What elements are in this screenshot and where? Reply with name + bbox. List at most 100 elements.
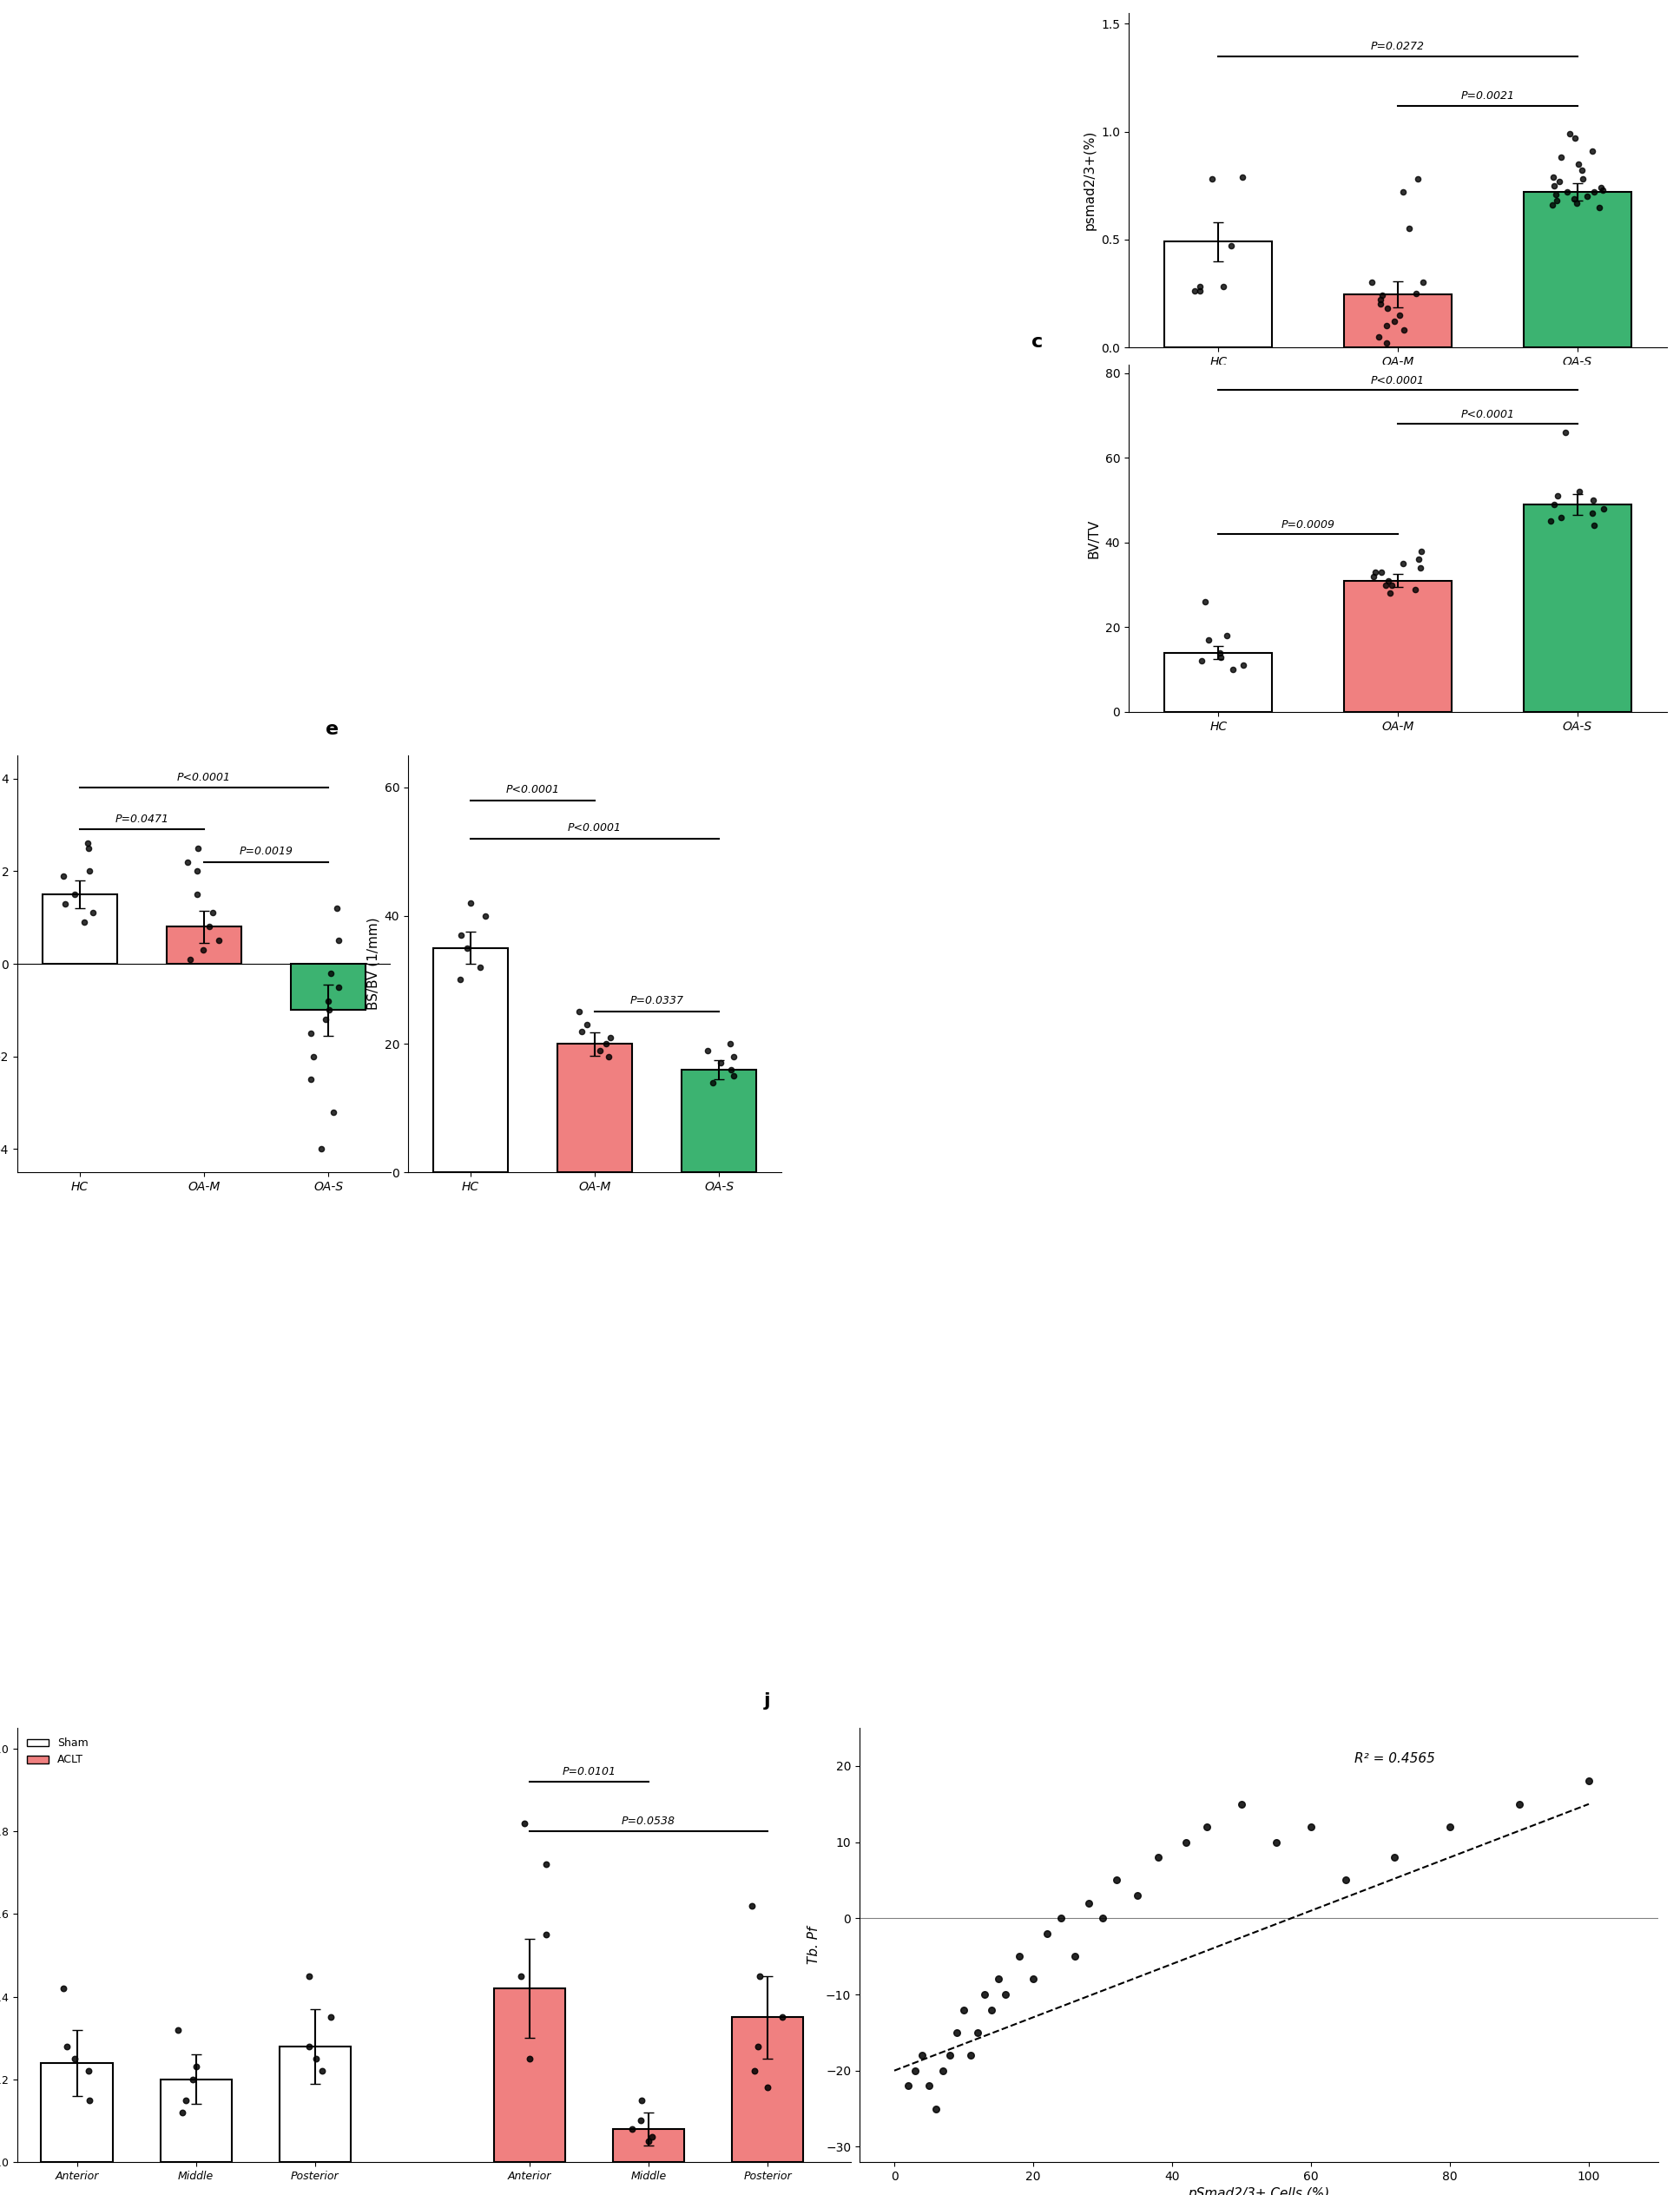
Point	[1552, 415, 1579, 450]
Point	[76, 2055, 102, 2090]
Point	[74, 830, 101, 865]
Point	[1369, 279, 1396, 314]
Point	[1564, 147, 1591, 182]
Point	[618, 2112, 645, 2147]
Point	[79, 896, 106, 931]
Point	[472, 898, 499, 933]
Point	[1589, 173, 1616, 209]
Y-axis label: psmad2/3+(%): psmad2/3+(%)	[1084, 130, 1097, 230]
Text: P=0.0009: P=0.0009	[1282, 520, 1336, 531]
Point	[1554, 173, 1581, 209]
Point	[1586, 189, 1613, 224]
Point	[984, 1962, 1011, 1997]
Point	[323, 891, 349, 926]
Bar	[42, 2063, 113, 2162]
Point	[180, 2061, 207, 2096]
Point	[1368, 283, 1394, 318]
Point	[318, 2000, 344, 2035]
Point	[307, 1130, 334, 1166]
Point	[1408, 533, 1435, 569]
Point	[54, 2028, 81, 2063]
Point	[1263, 1824, 1290, 1859]
Point	[197, 909, 223, 944]
Y-axis label: Tb. Pf: Tb. Pf	[808, 1925, 822, 1965]
Point	[1579, 134, 1606, 169]
Point	[185, 830, 212, 865]
Y-axis label: BS/BV (1/mm): BS/BV (1/mm)	[366, 918, 380, 1010]
Point	[1564, 184, 1591, 220]
Point	[1208, 639, 1235, 674]
Point	[922, 2092, 949, 2127]
Point	[1124, 1879, 1151, 1914]
Point	[1048, 1901, 1075, 1936]
Y-axis label: BV/TV: BV/TV	[1087, 518, 1100, 558]
Point	[1089, 1901, 1116, 1936]
Point	[1436, 1809, 1463, 1844]
Text: e: e	[326, 720, 339, 738]
Text: P<0.0001: P<0.0001	[1371, 375, 1425, 386]
Point	[721, 1058, 748, 1093]
Point	[1186, 270, 1213, 305]
Point	[1381, 303, 1408, 338]
Point	[176, 942, 203, 977]
Point	[699, 1065, 726, 1100]
Point	[717, 1027, 744, 1062]
Point	[1368, 288, 1394, 323]
Point	[1220, 652, 1247, 687]
Text: P=0.0021: P=0.0021	[1460, 90, 1514, 101]
Point	[71, 904, 97, 939]
Point	[1408, 551, 1435, 586]
Bar	[1524, 191, 1631, 347]
Point	[1210, 270, 1236, 305]
Point	[297, 1062, 324, 1098]
Point	[454, 931, 480, 966]
Bar	[494, 1989, 564, 2162]
Text: P<0.0001: P<0.0001	[506, 784, 559, 795]
Point	[738, 1888, 764, 1923]
Point	[1404, 162, 1431, 198]
Point	[324, 924, 351, 959]
Point	[1006, 1938, 1033, 1973]
Point	[1368, 555, 1394, 590]
Point	[638, 2120, 665, 2155]
Point	[1547, 500, 1574, 536]
Point	[1206, 634, 1233, 669]
Text: P=0.0538: P=0.0538	[622, 1815, 675, 1826]
Point	[165, 2013, 192, 2048]
Point	[1230, 160, 1257, 195]
Text: R² = 0.4565: R² = 0.4565	[1354, 1752, 1435, 1765]
Point	[1359, 266, 1386, 301]
Point	[52, 887, 79, 922]
Point	[467, 950, 494, 986]
Point	[1588, 171, 1614, 206]
Point	[76, 2083, 102, 2118]
Bar	[1164, 652, 1272, 711]
Point	[49, 1971, 76, 2006]
Point	[1194, 623, 1221, 658]
Point	[318, 955, 344, 990]
Point	[511, 1806, 538, 1842]
Point	[627, 2103, 654, 2138]
Point	[1181, 274, 1208, 309]
Point	[1557, 116, 1584, 151]
Point	[1544, 182, 1571, 217]
Point	[694, 1034, 721, 1069]
Point	[707, 1045, 734, 1080]
Point	[314, 983, 341, 1018]
Text: P<0.0001: P<0.0001	[176, 773, 230, 784]
Point	[296, 2028, 323, 2063]
Point	[1541, 487, 1567, 522]
Point	[991, 1978, 1018, 2013]
Point	[1230, 648, 1257, 683]
Point	[595, 1038, 622, 1073]
Text: j: j	[764, 1692, 771, 1710]
Point	[1228, 1787, 1255, 1822]
Point	[1389, 547, 1416, 582]
Point	[1373, 566, 1399, 601]
Text: P<0.0001: P<0.0001	[568, 823, 622, 834]
Point	[447, 918, 474, 953]
Point	[1542, 176, 1569, 211]
Point	[1574, 178, 1601, 213]
Point	[1374, 292, 1401, 327]
Bar	[42, 893, 118, 964]
